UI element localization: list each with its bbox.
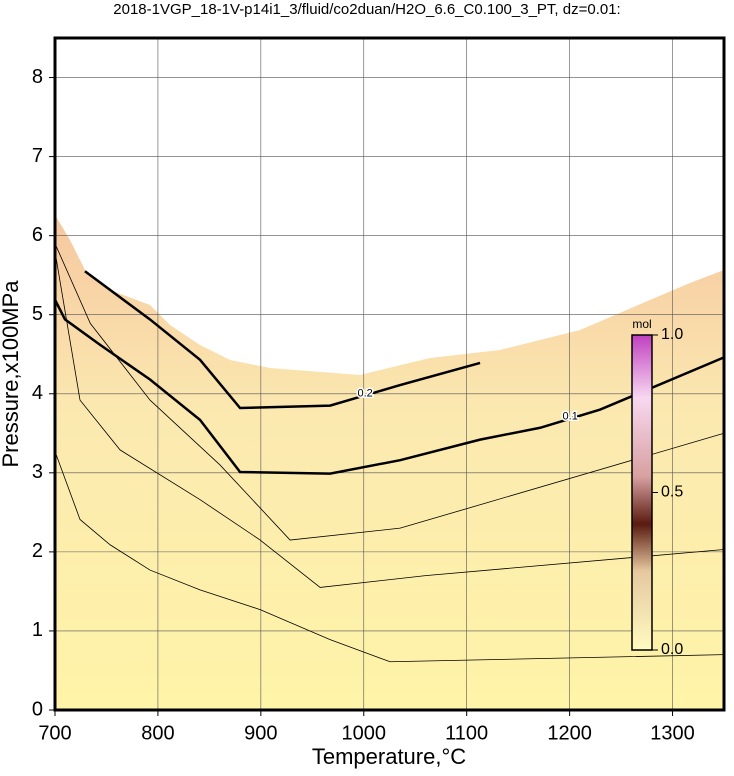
x-axis-label: Temperature,°C <box>312 744 466 769</box>
y-tick-label: 5 <box>32 303 43 325</box>
y-tick-label: 3 <box>32 461 43 483</box>
y-tick-label: 1 <box>32 619 43 641</box>
y-tick-label: 7 <box>32 145 43 167</box>
contour-label: 0.1 <box>563 411 578 423</box>
x-tick-label: 700 <box>38 722 71 744</box>
contour-line <box>54 451 725 663</box>
colorbar-tick-label: 0.0 <box>661 641 683 658</box>
contour-line <box>53 299 725 475</box>
y-axis-label: Pressure,x100MPa <box>0 280 23 468</box>
contour-line <box>54 243 725 541</box>
contour-line <box>84 270 481 410</box>
y-tick-label: 0 <box>32 698 43 720</box>
x-tick-label: 1200 <box>547 722 592 744</box>
contour-line <box>54 251 725 588</box>
x-tick-label: 900 <box>244 722 277 744</box>
x-tick-label: 1300 <box>650 722 695 744</box>
contour-label: 0.2 <box>357 387 372 399</box>
y-tick-label: 4 <box>32 382 43 404</box>
y-tick-label: 2 <box>32 540 43 562</box>
frame <box>53 36 726 712</box>
y-tick-label: 8 <box>32 66 43 88</box>
x-tick-label: 1000 <box>342 722 387 744</box>
colorbar-label: mol <box>632 317 651 331</box>
colorbar-tick-label: 1.0 <box>661 326 683 343</box>
x-tick-label: 1100 <box>445 722 488 744</box>
colorbar <box>631 334 653 651</box>
colorbar-tick-label: 0.5 <box>661 484 683 501</box>
chart-title: 2018-1VGP_18-1V-p14i1_3/fluid/co2duan/H2… <box>113 1 620 18</box>
y-tick-label: 6 <box>32 224 43 246</box>
contours: 0.1 0.2 <box>53 243 725 663</box>
x-tick-label: 800 <box>141 722 174 744</box>
